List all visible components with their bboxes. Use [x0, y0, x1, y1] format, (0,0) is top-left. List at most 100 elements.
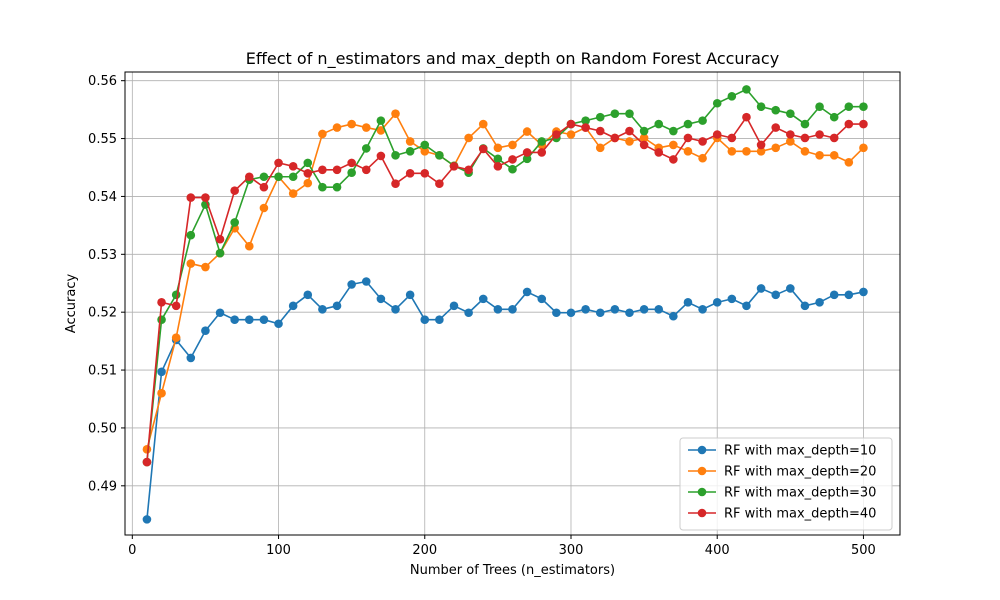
data-point — [756, 284, 766, 293]
data-point — [142, 445, 152, 454]
data-point — [332, 301, 342, 311]
x-tick-label: 300 — [559, 543, 584, 558]
data-point — [420, 140, 430, 150]
data-point — [230, 315, 239, 325]
data-point — [274, 172, 283, 182]
data-point — [244, 315, 254, 325]
data-point — [654, 304, 664, 314]
data-point — [478, 119, 488, 129]
data-point — [595, 126, 605, 136]
data-point — [376, 151, 386, 161]
legend: RF with max_depth=10 RF with max_depth=20… — [679, 437, 893, 531]
data-point — [625, 137, 634, 146]
data-point — [347, 158, 356, 168]
data-point — [464, 133, 473, 143]
data-point — [449, 301, 459, 311]
data-point — [332, 165, 342, 175]
y-tick-label: 0.51 — [88, 364, 117, 379]
data-point — [698, 116, 707, 125]
data-point — [669, 126, 678, 136]
data-point — [727, 146, 737, 156]
data-point — [405, 168, 415, 178]
data-point — [508, 304, 517, 314]
data-point — [669, 311, 678, 321]
data-point — [201, 326, 210, 336]
y-tick-label: 0.50 — [88, 421, 117, 436]
data-point — [610, 304, 620, 314]
data-point — [376, 126, 386, 135]
data-point — [625, 109, 634, 118]
data-point — [844, 290, 854, 300]
data-point — [566, 308, 576, 318]
data-point — [654, 148, 664, 157]
data-point — [859, 143, 868, 153]
data-point — [800, 301, 810, 311]
data-point — [829, 151, 839, 160]
data-point — [230, 186, 239, 195]
data-point — [142, 515, 152, 524]
data-point — [449, 162, 459, 171]
data-point — [303, 158, 313, 168]
data-point — [186, 230, 196, 240]
data-point — [405, 137, 415, 146]
data-point — [625, 308, 634, 318]
x-tick-label: 100 — [266, 543, 291, 558]
y-tick-label: 0.49 — [88, 479, 117, 494]
data-point — [815, 151, 824, 160]
legend-item: RF with max_depth=40 — [688, 507, 876, 522]
data-point — [698, 137, 707, 146]
data-point — [537, 137, 547, 146]
data-point — [142, 457, 152, 467]
data-point — [201, 262, 210, 272]
data-point — [669, 140, 678, 150]
data-point — [756, 140, 766, 150]
data-point — [771, 105, 781, 115]
data-point — [493, 304, 503, 314]
data-point — [391, 109, 400, 118]
data-point — [347, 280, 356, 289]
data-point — [478, 144, 488, 154]
data-point — [420, 146, 430, 156]
data-point — [318, 304, 327, 314]
data-point — [171, 301, 181, 311]
data-point — [581, 304, 590, 314]
data-point — [157, 367, 166, 377]
data-point — [493, 154, 503, 164]
data-point — [786, 284, 795, 293]
legend-label: RF with max_depth=10 — [724, 444, 876, 459]
data-point — [464, 165, 473, 175]
data-point — [610, 109, 620, 118]
data-point — [186, 193, 196, 202]
data-point — [742, 301, 751, 311]
data-point — [318, 129, 327, 139]
data-point — [215, 308, 225, 318]
data-point — [435, 179, 444, 188]
data-point — [829, 112, 839, 122]
data-point — [654, 119, 664, 129]
data-point — [727, 133, 737, 143]
data-point — [815, 102, 824, 112]
data-point — [581, 116, 590, 125]
data-point — [508, 155, 517, 164]
data-point — [361, 165, 371, 175]
data-point — [683, 119, 693, 129]
data-point — [259, 172, 269, 182]
data-point — [405, 146, 415, 156]
data-point — [698, 153, 707, 163]
data-point — [552, 130, 561, 139]
data-point — [595, 112, 605, 122]
data-point — [186, 259, 196, 268]
data-point — [244, 241, 254, 251]
data-point — [683, 146, 693, 156]
x-axis-label: Number of Trees (n_estimators) — [410, 563, 615, 578]
data-point — [537, 294, 547, 304]
data-point — [347, 168, 356, 178]
data-point — [537, 148, 547, 157]
data-point — [318, 182, 327, 192]
data-point — [595, 143, 605, 153]
data-point — [815, 298, 824, 307]
legend-item: RF with max_depth=10 — [688, 444, 876, 459]
data-point — [771, 290, 781, 300]
data-point — [844, 119, 854, 129]
